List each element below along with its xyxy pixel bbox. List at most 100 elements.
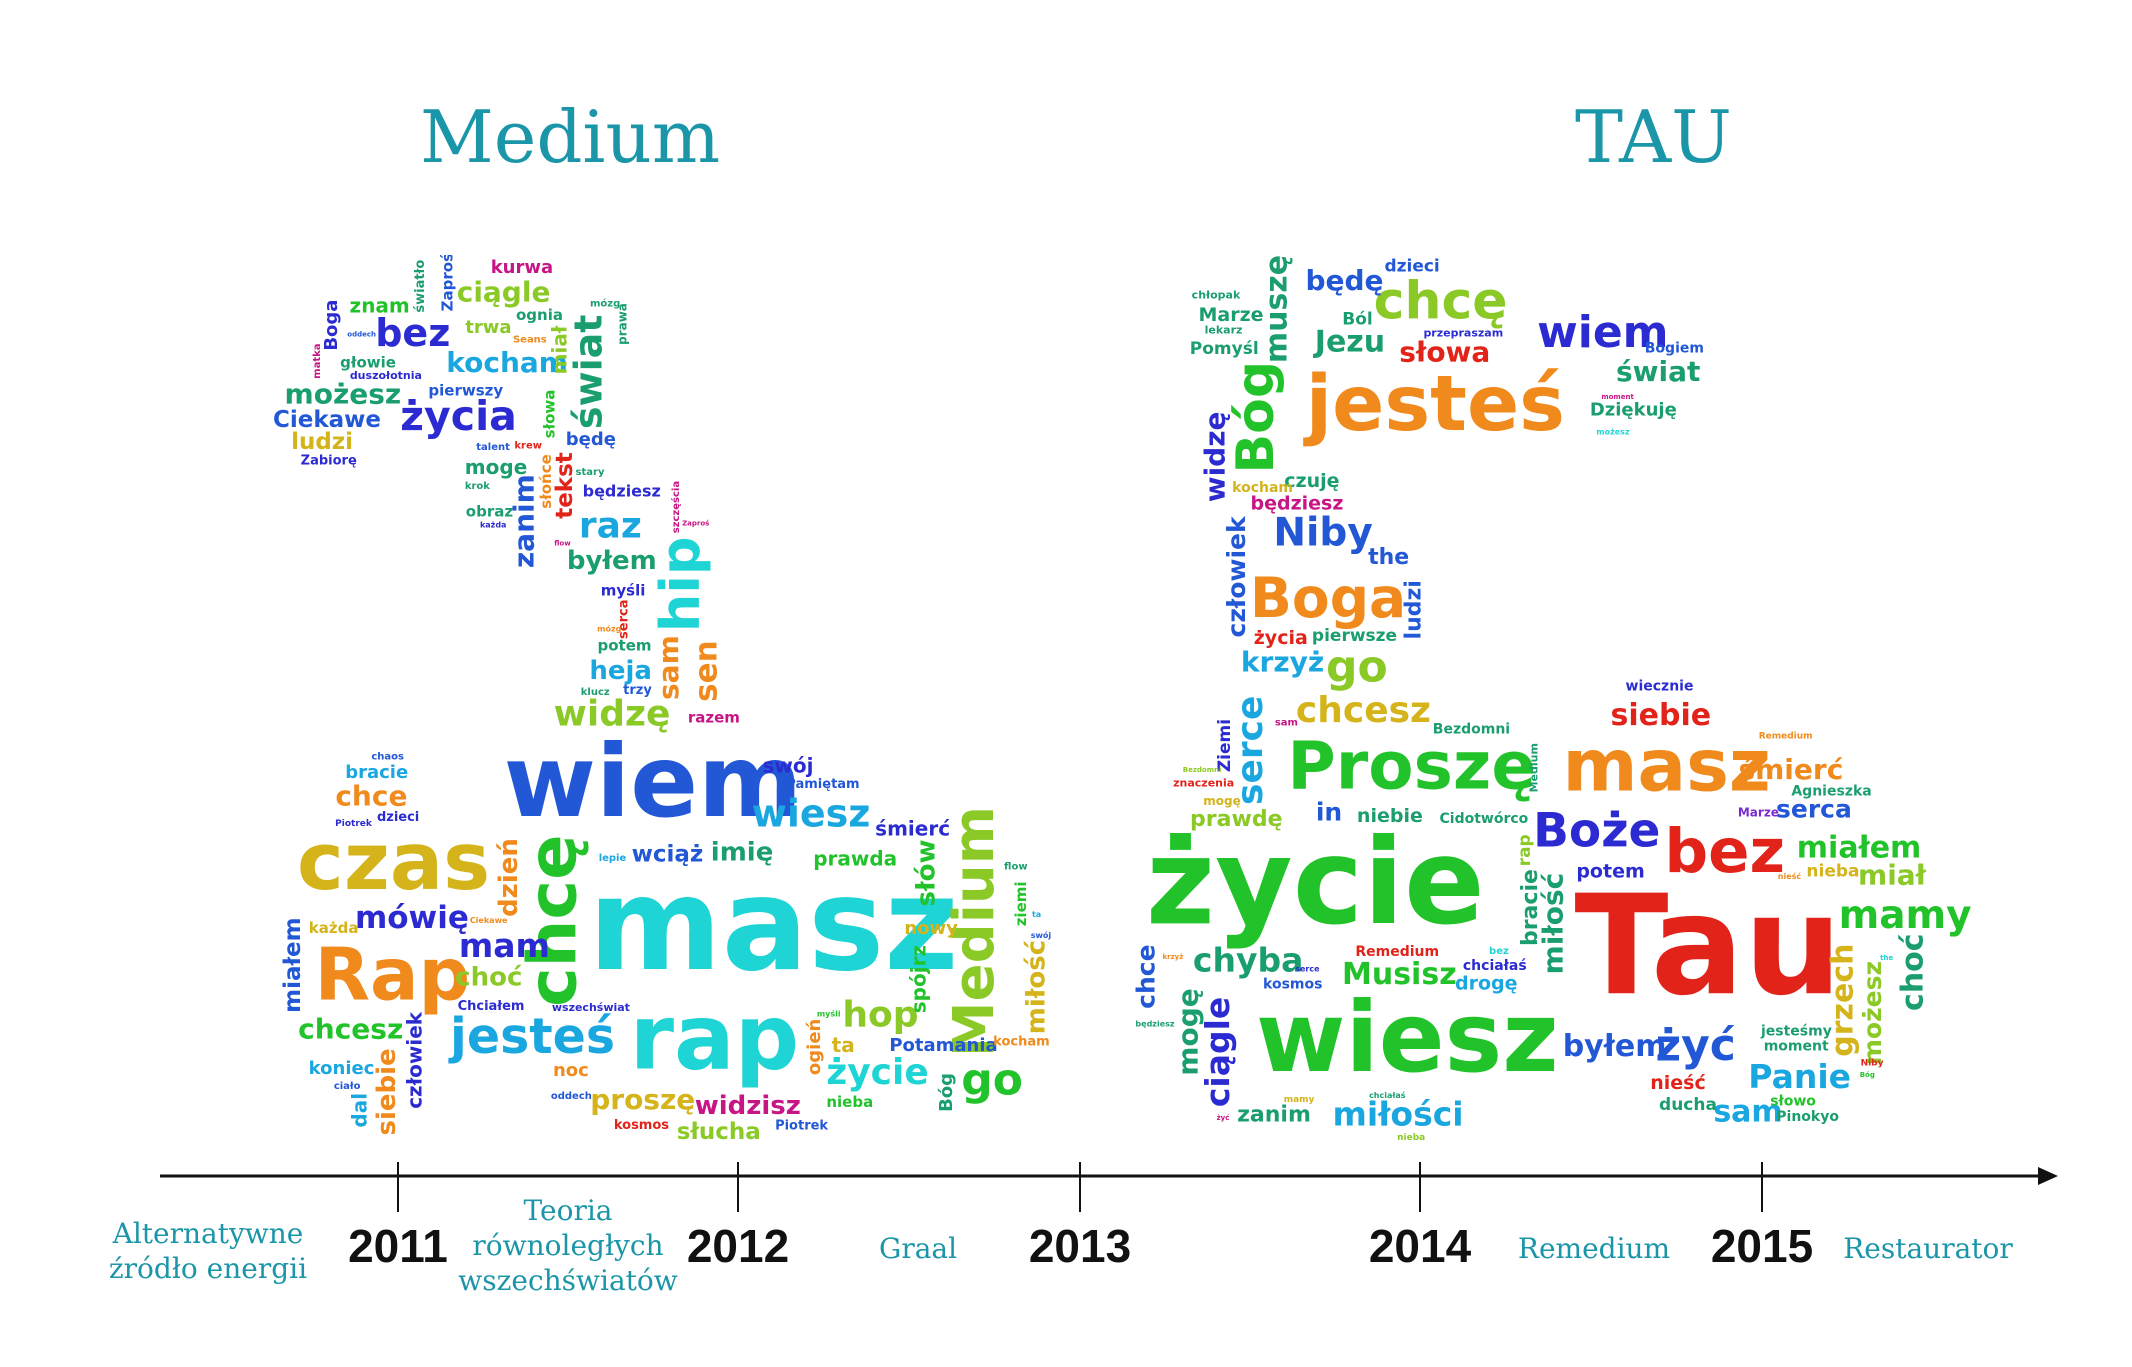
cloud-word: Panie (1748, 1057, 1851, 1096)
cloud-word: duszołotnia (350, 369, 422, 382)
cloud-word: kocham (446, 346, 568, 379)
cloud-word: wiesz (1256, 981, 1559, 1094)
cloud-word: Ciekawe (273, 407, 381, 433)
album-title-line: Teoria (524, 1194, 613, 1227)
cloud-word-small: serce (1295, 965, 1320, 974)
cloud-word: proszę (590, 1083, 695, 1116)
cloud-word: prawdę (1190, 807, 1282, 832)
cloud-word: Ból (1342, 310, 1372, 330)
cloud-word: Boże (1533, 803, 1660, 858)
cloud-word: razem (688, 709, 740, 727)
cloud-word: miłości (1332, 1094, 1463, 1133)
cloud-word: chcę (514, 834, 592, 1007)
cloud-word-small: Bóg (1860, 1071, 1875, 1079)
cloud-word: możesz (285, 377, 402, 410)
cloud-word: wiesz (752, 791, 871, 835)
cloud-word-small: Bezdomni (1183, 766, 1222, 774)
cloud-word: imię (711, 838, 774, 868)
cloud-word: dzieci (377, 810, 419, 825)
cloud-word: byłem (567, 546, 657, 576)
cloud-word: koniec (309, 1058, 375, 1079)
cloud-word: hop (842, 995, 918, 1036)
cloud-word: siebie (1611, 698, 1712, 733)
cloud-word-small: nieść (1778, 871, 1802, 881)
cloud-word: słowa (540, 390, 558, 439)
cloud-word: swój (763, 754, 814, 778)
cloud-word: jesteśmy (1760, 1024, 1832, 1040)
cloud-word: jesteś (448, 1008, 615, 1065)
cloud-word: świat (566, 315, 610, 430)
cloud-word-small: Marze (1738, 806, 1779, 820)
cloud-word: tekst (552, 452, 578, 519)
cloud-word: rap (630, 986, 800, 1091)
cloud-word: będziesz (583, 482, 661, 501)
cloud-word: życie (826, 1052, 929, 1093)
cloud-word: ludzi (1402, 580, 1427, 639)
cloud-word: pierwsze (1312, 626, 1397, 646)
cloud-word: trzy (623, 683, 652, 698)
cloud-word: Boga (321, 300, 342, 351)
album-title: Alternatywne źródło energii (109, 1217, 307, 1285)
tau-heading: TAU (1575, 95, 1732, 179)
cloud-word: widzisz (695, 1091, 801, 1121)
cloud-word: Boga (1250, 566, 1406, 630)
cloud-word: mówię (355, 900, 469, 936)
cloud-word: każda (309, 919, 359, 937)
cloud-word-small: swój (1031, 930, 1052, 940)
cloud-word: heja (589, 656, 652, 686)
cloud-word: słowa (1399, 335, 1490, 368)
cloud-word: wciąż (632, 841, 704, 867)
cloud-word: dal (347, 1093, 371, 1128)
cloud-word: chcesz (1296, 690, 1431, 731)
cloud-word: będziesz (1250, 492, 1343, 514)
cloud-word: masz (1562, 724, 1770, 808)
tau-word-cloud-svg: TaużyciewieszjesteśmaszProszębezBogaBógc… (1132, 255, 1972, 1143)
cloud-word: kurwa (491, 257, 553, 278)
cloud-word: in (1316, 797, 1342, 826)
cloud-word: ludzi (291, 429, 353, 455)
cloud-word-small: moment (1601, 393, 1634, 401)
cloud-word: Pamiętam (786, 777, 859, 792)
cloud-word: Bóg (936, 1073, 957, 1112)
cloud-word: chcesz (298, 1013, 403, 1046)
cloud-word: siebie (372, 1048, 402, 1135)
cloud-word: serca (1776, 794, 1852, 823)
timeline-year: 2011 (348, 1220, 448, 1272)
cloud-word: zanim (1237, 1103, 1311, 1128)
timeline-year: 2014 (1369, 1220, 1472, 1272)
album-title-line: źródło energii (109, 1252, 307, 1285)
album-title-line: Restaurator (1843, 1232, 2013, 1265)
cloud-word: Medium (942, 806, 1007, 1057)
cloud-word: bracie (1518, 869, 1543, 946)
cloud-word: serca (616, 599, 631, 638)
cloud-word: krok (465, 481, 490, 492)
cloud-word: nowy (904, 918, 958, 939)
cloud-word: mogę (1171, 988, 1204, 1075)
cloud-word: Musisz (1342, 957, 1457, 992)
cloud-word: miłość (1022, 940, 1052, 1034)
cloud-word: chciałaś (1463, 958, 1527, 974)
cloud-word-small: nieba (1397, 1133, 1425, 1143)
cloud-word: chce (1132, 944, 1161, 1008)
cloud-word: matka (312, 343, 323, 378)
album-title-line: równoległych (472, 1229, 663, 1262)
cloud-word: pierwszy (428, 381, 503, 399)
cloud-word: raz (579, 506, 642, 547)
cloud-word: obraz (466, 502, 514, 520)
timeline-albums: Alternatywne źródło energii Teoria równoleg… (109, 1194, 2013, 1297)
cloud-word: chce (335, 780, 407, 813)
cloud-word: kosmos (1263, 976, 1322, 992)
cloud-word: Potamania (889, 1035, 997, 1056)
cloud-word: świat (1616, 355, 1700, 388)
cloud-word-small: ta (1032, 910, 1041, 919)
cloud-word: miałem (1797, 830, 1922, 865)
cloud-word: klucz (581, 687, 610, 698)
cloud-word: Proszę (1287, 727, 1536, 804)
cloud-word: Jezu (1313, 324, 1385, 359)
cloud-word: talent (476, 442, 510, 453)
album-title: Graal (879, 1232, 957, 1265)
cloud-word: człowiek (402, 1011, 426, 1109)
cloud-word: Pomyśl (1190, 339, 1259, 359)
cloud-word: Niby (1273, 511, 1372, 556)
